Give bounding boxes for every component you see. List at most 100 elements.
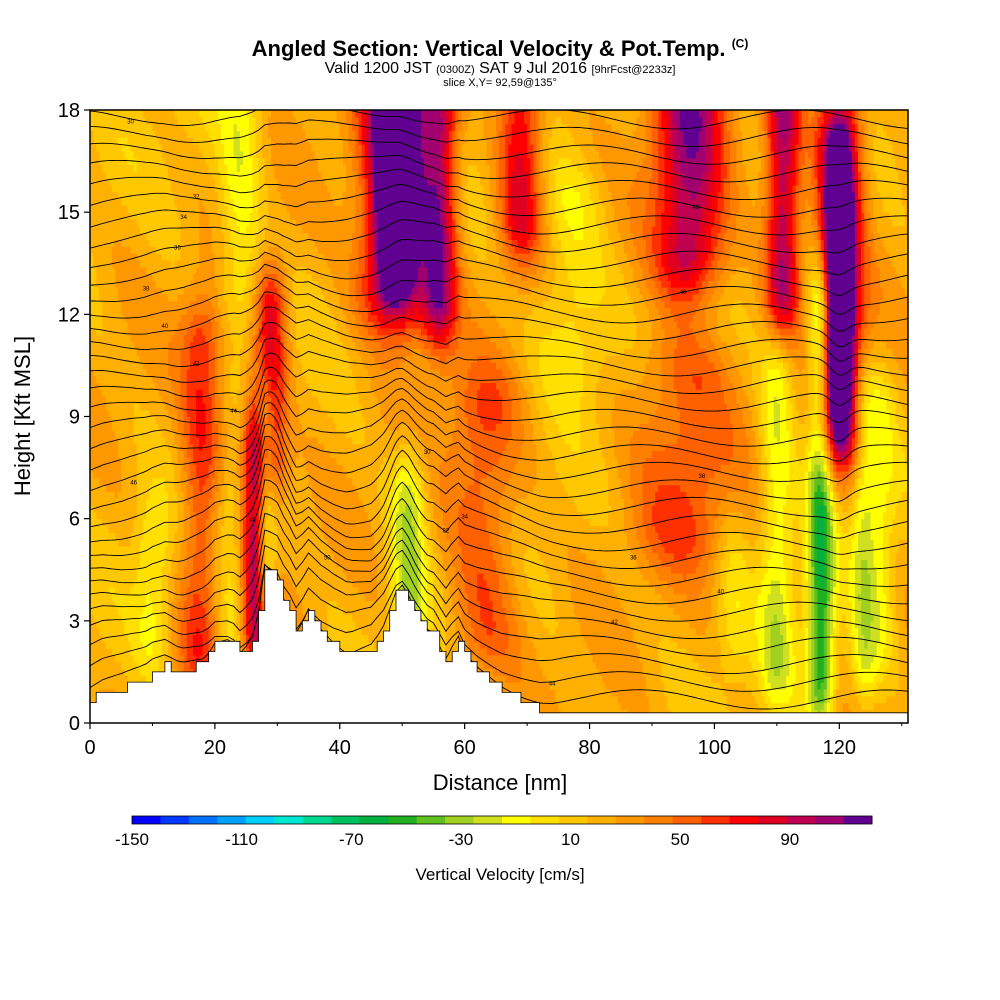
velocity-cell	[133, 321, 138, 329]
velocity-cell	[249, 300, 253, 309]
velocity-cell	[124, 334, 129, 343]
velocity-cell	[143, 314, 147, 322]
velocity-cell	[127, 668, 132, 676]
velocity-cell	[208, 511, 213, 520]
velocity-cell	[202, 579, 207, 588]
velocity-cell	[196, 130, 200, 138]
velocity-cell	[90, 450, 94, 458]
velocity-cell	[239, 123, 244, 132]
velocity-cell	[205, 293, 210, 302]
velocity-cell	[114, 348, 119, 356]
velocity-cell	[108, 130, 113, 138]
velocity-cell	[211, 144, 216, 152]
velocity-cell	[246, 450, 250, 458]
velocity-cell	[146, 334, 150, 343]
velocity-cell	[242, 225, 247, 234]
velocity-cell	[93, 457, 97, 465]
velocity-cell	[155, 607, 160, 615]
velocity-cell	[114, 586, 119, 595]
velocity-cell	[180, 130, 185, 138]
velocity-cell	[152, 382, 157, 390]
velocity-cell	[224, 375, 228, 384]
velocity-cell	[136, 123, 141, 132]
velocity-cell	[246, 164, 250, 172]
velocity-cell	[99, 614, 104, 622]
velocity-cell	[236, 518, 241, 527]
velocity-cell	[189, 539, 194, 547]
velocity-cell	[105, 477, 110, 486]
velocity-cell	[196, 498, 200, 506]
velocity-cell	[202, 416, 207, 424]
velocity-cell	[143, 491, 147, 499]
velocity-cell	[242, 171, 247, 179]
velocity-cell	[230, 436, 235, 445]
velocity-cell	[186, 593, 191, 601]
velocity-cell	[177, 198, 182, 206]
velocity-cell	[93, 246, 97, 254]
velocity-cell	[211, 552, 216, 561]
velocity-cell	[189, 287, 194, 295]
velocity-cell	[255, 144, 260, 152]
velocity-cell	[196, 470, 200, 479]
velocity-cell	[233, 239, 238, 247]
velocity-cell	[136, 627, 141, 636]
velocity-cell	[168, 396, 172, 404]
velocity-cell	[111, 218, 116, 227]
velocity-cell	[118, 593, 122, 601]
velocity-cell	[133, 614, 138, 622]
velocity-cell	[168, 505, 172, 513]
velocity-cell	[168, 648, 172, 656]
velocity-cell	[214, 505, 219, 513]
velocity-cell	[155, 505, 160, 513]
velocity-cell	[171, 620, 175, 629]
velocity-cell	[118, 477, 122, 486]
velocity-cell	[227, 559, 232, 567]
velocity-cell	[102, 266, 107, 275]
velocity-cell	[177, 280, 182, 288]
velocity-cell	[171, 627, 175, 636]
velocity-cell	[152, 164, 157, 172]
velocity-cell	[183, 634, 188, 642]
velocity-cell	[208, 396, 213, 404]
velocity-cell	[164, 409, 169, 418]
velocity-cell	[114, 293, 119, 302]
velocity-cell	[133, 137, 138, 145]
velocity-cell	[221, 552, 225, 561]
velocity-cell	[114, 259, 119, 268]
velocity-cell	[90, 144, 94, 152]
velocity-cell	[93, 423, 97, 431]
velocity-cell	[183, 218, 188, 227]
velocity-cell	[227, 178, 232, 186]
velocity-cell	[230, 457, 235, 465]
velocity-cell	[227, 266, 232, 275]
velocity-cell	[205, 184, 210, 193]
velocity-cell	[108, 416, 113, 424]
velocity-cell	[252, 600, 257, 608]
velocity-cell	[111, 212, 116, 220]
velocity-cell	[196, 293, 200, 302]
velocity-cell	[96, 443, 100, 452]
velocity-cell	[180, 620, 185, 629]
velocity-cell	[146, 307, 150, 315]
velocity-cell	[139, 314, 144, 322]
velocity-cell	[183, 110, 188, 118]
velocity-cell	[249, 396, 253, 404]
velocity-cell	[114, 307, 119, 315]
velocity-cell	[143, 620, 147, 629]
velocity-cell	[168, 545, 172, 554]
velocity-cell	[158, 450, 163, 458]
velocity-cell	[99, 218, 104, 227]
velocity-cell	[221, 464, 225, 472]
velocity-cell	[152, 525, 157, 533]
velocity-cell	[130, 218, 135, 227]
velocity-cell	[114, 552, 119, 561]
velocity-cell	[211, 246, 216, 254]
velocity-cell	[161, 218, 166, 227]
velocity-cell	[164, 389, 169, 397]
velocity-cell	[227, 491, 232, 499]
velocity-cell	[239, 116, 244, 125]
velocity-cell	[90, 253, 94, 261]
velocity-cell	[211, 545, 216, 554]
velocity-cell	[143, 552, 147, 561]
velocity-cell	[133, 416, 138, 424]
